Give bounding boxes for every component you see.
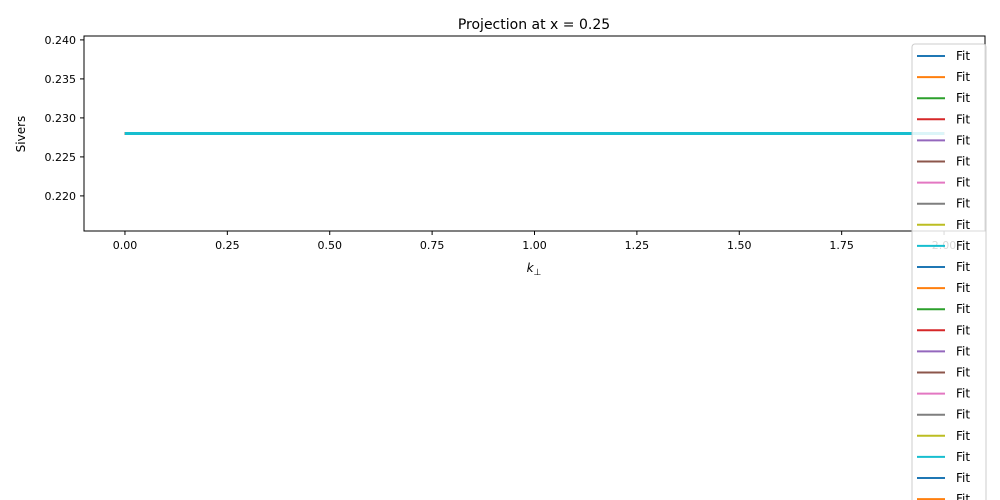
legend-frame [911, 43, 987, 500]
x-tick-label-4: 1.00 [522, 239, 547, 252]
legend-label-20: Fit [956, 450, 970, 464]
legend-label-16: Fit [956, 366, 970, 380]
x-tick-label-5: 1.25 [625, 239, 650, 252]
plot-area [83, 35, 986, 232]
legend-label-12: Fit [956, 281, 970, 295]
legend-label-22: Fit [956, 492, 970, 500]
legend-label-2: Fit [956, 70, 970, 84]
y-tick-label-1: 0.225 [45, 151, 77, 164]
legend-label-15: Fit [956, 344, 970, 358]
x-axis-label: k⊥ [527, 261, 542, 278]
legend-label-21: Fit [956, 471, 970, 485]
legend-label-14: Fit [956, 323, 970, 337]
y-tick-label-3: 0.235 [45, 73, 77, 86]
legend-label-17: Fit [956, 387, 970, 401]
legend-label-5: Fit [956, 133, 970, 147]
y-axis-label: Sivers [14, 116, 28, 153]
legend-label-10: Fit [956, 239, 970, 253]
x-tick-label-2: 0.50 [317, 239, 342, 252]
legend-label-18: Fit [956, 408, 970, 422]
x-tick-label-1: 0.25 [215, 239, 240, 252]
y-axis: 0.220 0.225 0.230 0.235 0.240 [45, 34, 84, 203]
legend-label-6: Fit [956, 155, 970, 169]
chart-title: Projection at x = 0.25 [458, 17, 610, 33]
legend-label-13: Fit [956, 302, 970, 316]
x-axis: 0.000.250.500.751.001.251.501.752.00 [113, 231, 956, 252]
legend-label-19: Fit [956, 429, 970, 443]
x-tick-label-7: 1.75 [829, 239, 854, 252]
x-axis-label-subscript: ⊥ [534, 268, 542, 278]
legend-label-7: Fit [956, 176, 970, 190]
x-tick-label-3: 0.75 [420, 239, 445, 252]
legend-label-9: Fit [956, 218, 970, 232]
legend-label-4: Fit [956, 112, 970, 126]
legend-label-1: Fit [956, 49, 970, 63]
x-tick-label-0: 0.00 [113, 239, 138, 252]
legend-label-11: Fit [956, 260, 970, 274]
x-axis-label-main: k [527, 261, 535, 275]
y-tick-label-4: 0.240 [45, 34, 77, 47]
legend: Fit Fit Fit Fit Fit Fit Fit Fit Fit Fit Fit Fit Fit F… [911, 43, 987, 500]
x-tick-label-6: 1.50 [727, 239, 752, 252]
y-tick-label-2: 0.230 [45, 112, 77, 125]
legend-label-8: Fit [956, 197, 970, 211]
legend-label-3: Fit [956, 91, 970, 105]
y-tick-label-0: 0.220 [45, 190, 77, 203]
